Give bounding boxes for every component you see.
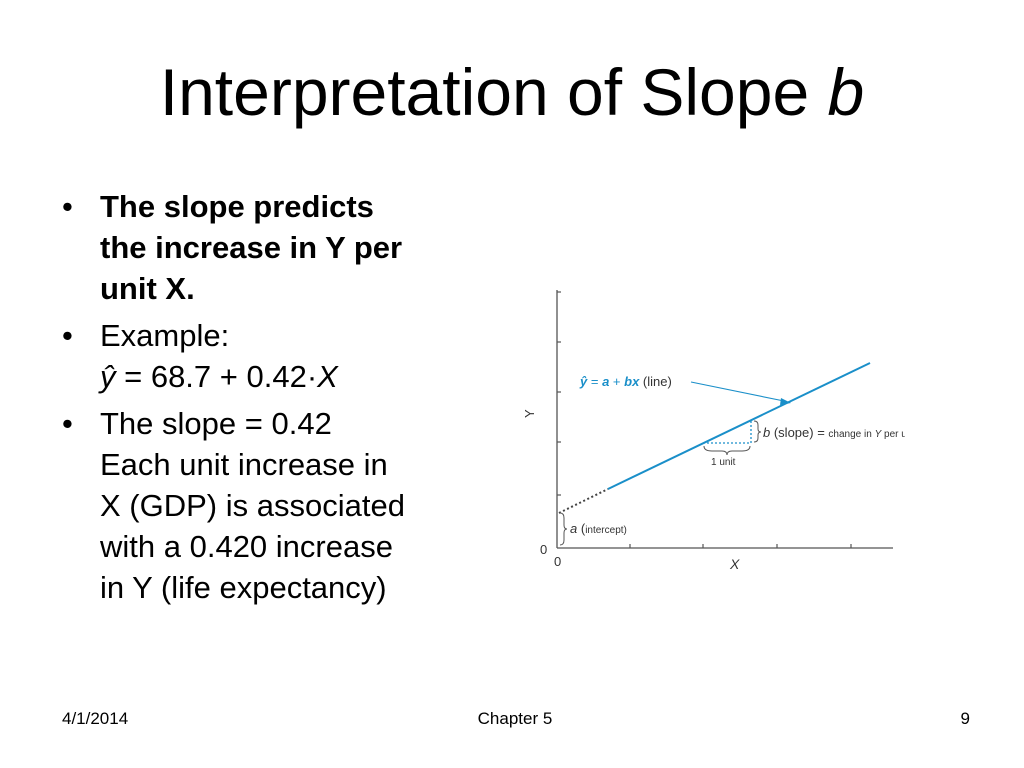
title-italic-b: b <box>827 55 865 129</box>
line-a: a <box>602 374 609 389</box>
bullet-slope-predicts: • The slope predicts the increase in Y p… <box>62 186 502 309</box>
slope-label: b (slope) = change in Y per unit X <box>763 425 905 440</box>
bullet-line: Each unit increase in <box>100 447 388 482</box>
bullet-line: in Y (life expectancy) <box>100 570 387 605</box>
bullet-line: Example: <box>100 318 230 353</box>
footer-chapter: Chapter 5 <box>477 709 553 728</box>
bullet-line: unit X. <box>100 271 195 306</box>
x-axis-ticks <box>629 544 852 548</box>
regression-equation: ŷ = 68.7 + 0.42·X <box>100 356 502 397</box>
slope-brace <box>753 420 762 443</box>
y-origin-label: 0 <box>540 542 547 557</box>
line-label-arrow <box>690 381 785 402</box>
bullet-list: • The slope predicts the increase in Y p… <box>62 186 502 614</box>
regression-line <box>607 362 871 490</box>
intercept-a: a <box>570 521 577 536</box>
bullet-line: with a 0.420 increase <box>100 529 393 564</box>
yhat-label: ŷ <box>579 374 588 389</box>
slope-y: Y <box>875 429 883 440</box>
line-plus: + <box>609 374 624 389</box>
footer-date: 4/1/2014 <box>62 709 129 728</box>
unit-label: 1 unit <box>711 457 736 468</box>
bullet-line: X (GDP) is associated <box>100 488 405 523</box>
equation-x: X <box>317 359 338 394</box>
bullet-line: the increase in Y per <box>100 230 403 265</box>
slope-per: per unit <box>881 429 905 440</box>
bullet-slope-value: • The slope = 0.42 Each unit increase in… <box>62 403 502 608</box>
y-axis-label: Y <box>522 409 537 418</box>
title-text: Interpretation of Slope <box>159 55 828 129</box>
intercept-brace <box>559 512 568 546</box>
equation-body: = 68.7 + 0.42· <box>115 359 318 394</box>
y-axis-ticks <box>557 291 561 496</box>
line-bx: bx <box>624 374 640 389</box>
slope-small: change in <box>828 429 874 440</box>
slide-title: Interpretation of Slope b <box>0 52 1024 132</box>
intercept-dotted-line <box>558 488 609 514</box>
bullet-marker: • <box>62 189 73 224</box>
slope-b: b <box>763 425 770 440</box>
slope-diagram: ŷ = a + bx (line) b (slope) = change in … <box>522 290 905 572</box>
bullet-line: The slope = 0.42 <box>100 406 332 441</box>
bullet-example: • Example: ŷ = 68.7 + 0.42·X <box>62 315 502 397</box>
slope-triangle <box>703 420 752 444</box>
footer-page-number: 9 <box>960 709 970 728</box>
intercept-text: intercept) <box>585 525 627 536</box>
line-eq: = <box>587 374 602 389</box>
slope-mid: (slope) = <box>770 425 828 440</box>
intercept-open: ( <box>577 521 586 536</box>
line-label: ŷ = a + bx (line) <box>579 374 672 389</box>
bullet-marker: • <box>62 318 73 353</box>
bullet-marker: • <box>62 406 73 441</box>
intercept-label: a (intercept) <box>570 521 627 536</box>
bullet-line: The slope predicts <box>100 189 374 224</box>
arrow-head <box>780 398 791 405</box>
x-axis-label: X <box>729 556 740 572</box>
yhat-symbol: ŷ <box>100 359 116 394</box>
line-tail: (line) <box>639 374 672 389</box>
unit-brace <box>703 445 751 456</box>
x-origin-label: 0 <box>554 554 561 569</box>
